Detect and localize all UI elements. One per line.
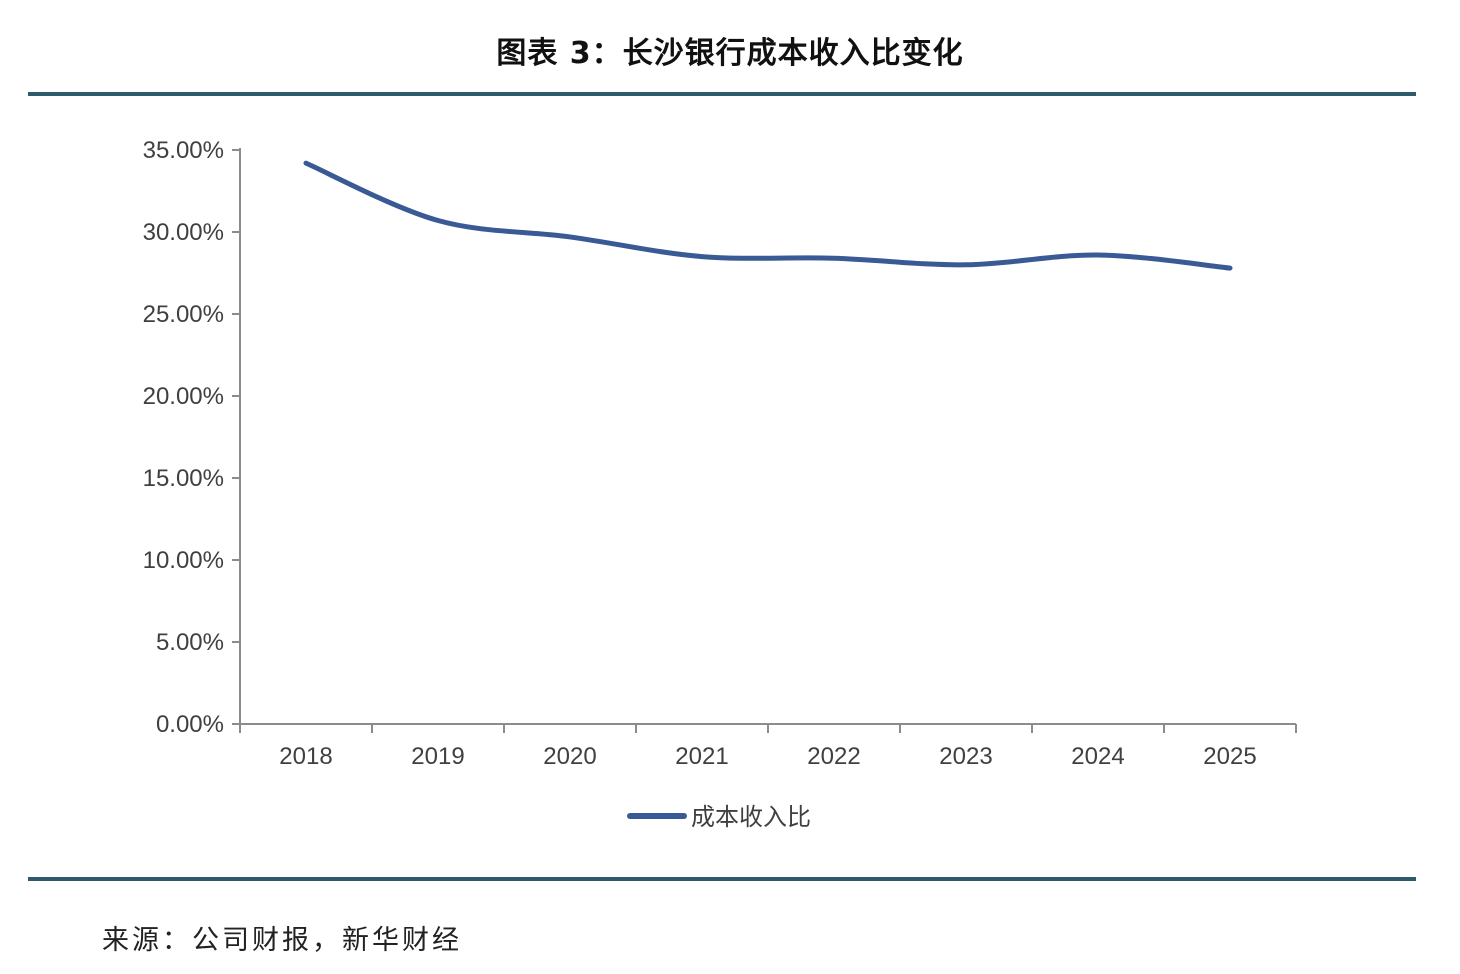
y-axis: 0.00% 5.00% 10.00% 15.00% 20.00% 25.00% 30.00%… [143,137,241,738]
y-tick-label: 0.00% [156,711,224,738]
bottom-divider [28,877,1416,881]
x-tick-label: 2023 [939,743,992,770]
x-tick-label: 2020 [543,743,596,770]
data-point [702,256,703,257]
x-axis: 2018 2019 2020 2021 2022 2023 2024 2025 [239,723,1297,770]
y-tick-label: 20.00% [143,383,224,410]
y-tick-label: 30.00% [143,219,224,246]
data-point [438,220,439,221]
y-tick-label: 5.00% [156,629,224,656]
x-tick-label: 2025 [1203,743,1256,770]
data-point [1230,268,1231,269]
x-tick-label: 2018 [279,743,332,770]
data-point [570,236,571,237]
data-point [306,163,307,164]
top-divider [28,92,1416,96]
line-chart: 0.00% 5.00% 10.00% 15.00% 20.00% 25.00% 30.00%… [143,137,1297,831]
y-tick-label: 25.00% [143,301,224,328]
data-point [1098,254,1099,255]
y-tick-label: 10.00% [143,547,224,574]
source-note: 来源：公司财报，新华财经 [102,925,462,956]
x-tick-label: 2021 [675,743,728,770]
x-tick-label: 2022 [807,743,860,770]
data-point [966,264,967,265]
series-line [303,160,1233,271]
legend-label: 成本收入比 [691,803,811,831]
chart-title: 图表 3：长沙银行成本收入比变化 [496,36,964,71]
data-point [834,258,835,259]
y-tick-label: 15.00% [143,465,224,492]
x-tick-label: 2019 [411,743,464,770]
x-tick-label: 2024 [1071,743,1124,770]
series-layer [303,160,1233,271]
legend: 成本收入比 [627,803,811,831]
y-tick-label: 35.00% [143,137,224,164]
